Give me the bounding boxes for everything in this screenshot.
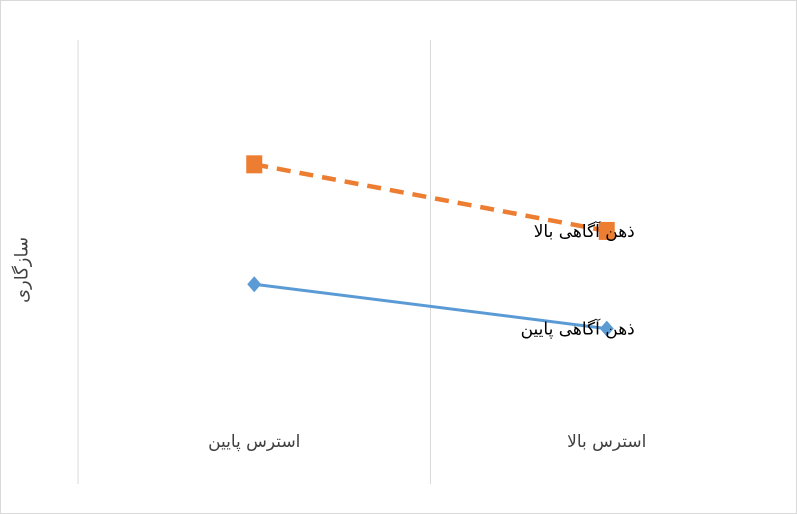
series-line-0 <box>253 162 608 234</box>
series-line-1 <box>254 282 607 331</box>
marker-1-0 <box>247 276 262 293</box>
series-markers <box>246 155 615 337</box>
series-lines <box>253 162 608 331</box>
series-label-0: ذهن آگاهی بالا <box>534 220 635 242</box>
series-label-1: ذهن آگاهی پایین <box>521 318 635 340</box>
marker-0-1 <box>598 221 615 240</box>
marker-0-0 <box>246 155 263 174</box>
marker-1-1 <box>599 320 614 337</box>
category-labels: استرس پایین استرس بالا <box>208 432 646 452</box>
category-label-1: استرس بالا <box>567 432 646 452</box>
grid-lines <box>77 40 431 484</box>
series-labels: ذهن آگاهی بالا ذهن آگاهی پایین <box>521 220 635 340</box>
category-label-0: استرس پایین <box>208 432 300 452</box>
